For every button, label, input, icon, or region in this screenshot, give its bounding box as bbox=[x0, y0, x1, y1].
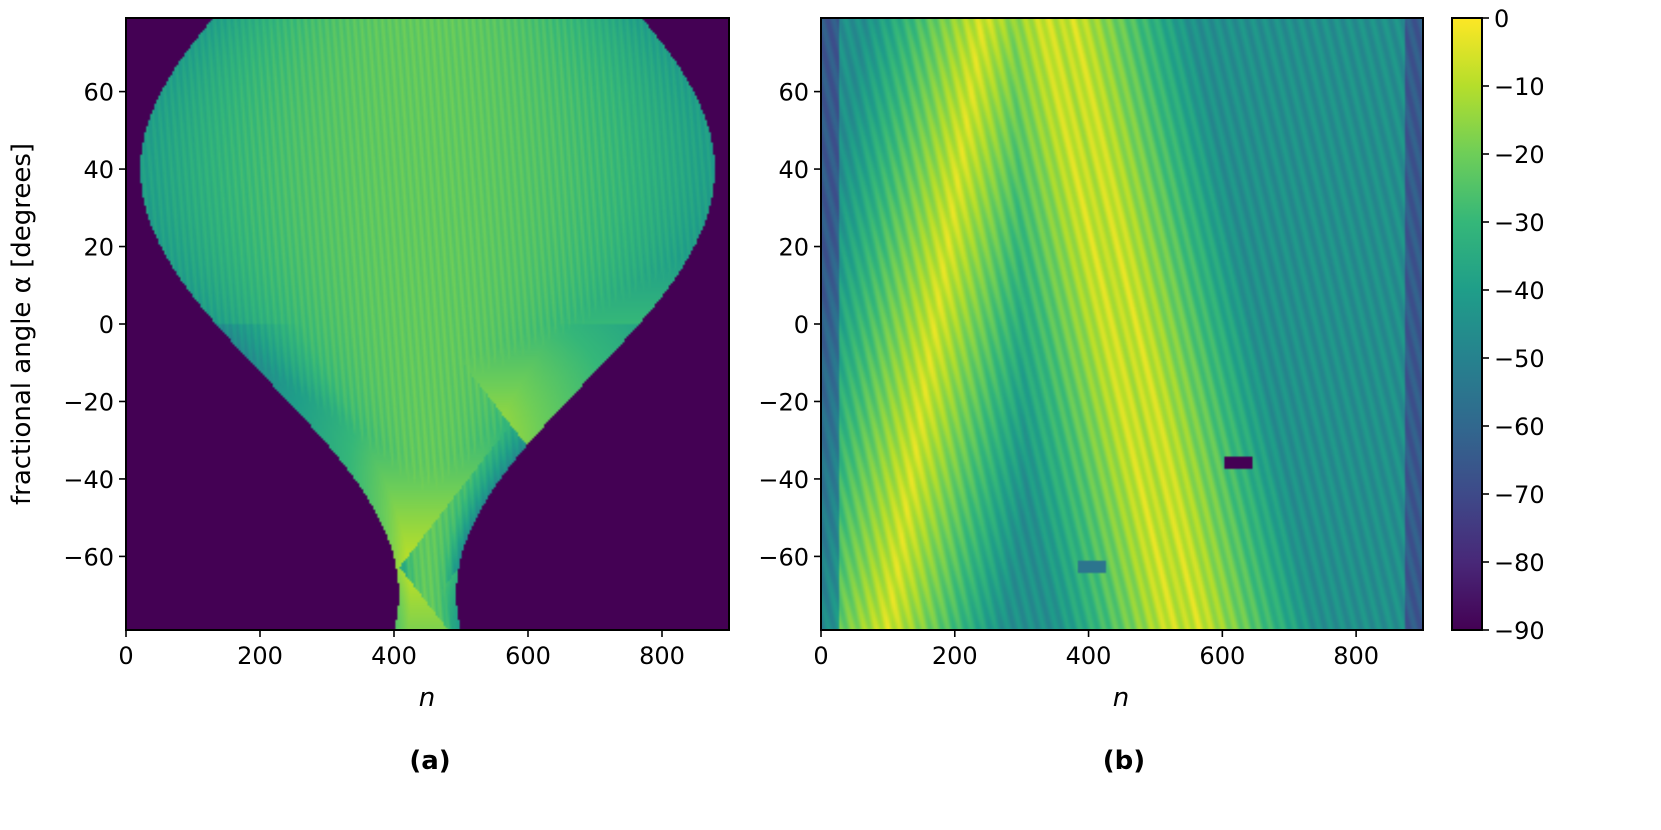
heatmap-a-image bbox=[126, 18, 729, 630]
panel-b-caption: (b) bbox=[1103, 746, 1145, 776]
x-tick-label: 800 bbox=[639, 642, 685, 670]
colorbar-tick-label: −90 bbox=[1494, 617, 1545, 645]
y-tick-label: 20 bbox=[778, 234, 809, 262]
y-tick-label: −20 bbox=[758, 388, 809, 416]
colorbar-tick-label: −70 bbox=[1494, 481, 1545, 509]
x-tick-label: 0 bbox=[813, 642, 828, 670]
y-ticks-b: 60 40 20 0 −20 −40 −60 bbox=[758, 79, 821, 571]
colorbar-tick-label: −20 bbox=[1494, 141, 1545, 169]
colorbar: 0 −10 −20 −30 −40 −50 −60 −70 −80 −90 bbox=[1451, 5, 1545, 645]
heatmap-b-image bbox=[821, 18, 1423, 630]
y-tick-label: −40 bbox=[758, 466, 809, 494]
y-tick-label: −60 bbox=[758, 543, 809, 571]
x-ticks-a: 0 200 400 600 800 bbox=[118, 630, 685, 670]
x-tick-label: 600 bbox=[505, 642, 551, 670]
y-tick-label: 40 bbox=[83, 156, 114, 184]
x-tick-label: 200 bbox=[932, 642, 978, 670]
y-tick-label: 60 bbox=[778, 79, 809, 107]
y-axis-label: fractional angle α [degrees] bbox=[7, 143, 37, 505]
y-tick-label: −40 bbox=[63, 466, 114, 494]
y-tick-label: 20 bbox=[83, 234, 114, 262]
colorbar-gradient bbox=[1452, 18, 1482, 630]
y-tick-label: 40 bbox=[778, 156, 809, 184]
colorbar-tick-label: −50 bbox=[1494, 345, 1545, 373]
colorbar-tick-label: −10 bbox=[1494, 73, 1545, 101]
x-tick-label: 600 bbox=[1199, 642, 1245, 670]
x-tick-label: 400 bbox=[371, 642, 417, 670]
x-tick-label: 0 bbox=[118, 642, 133, 670]
colorbar-frame bbox=[1451, 17, 1483, 631]
x-tick-label: 200 bbox=[237, 642, 283, 670]
x-tick-label: 400 bbox=[1066, 642, 1112, 670]
colorbar-ticks: 0 −10 −20 −30 −40 −50 −60 −70 −80 −90 bbox=[1482, 5, 1545, 645]
panel-a-caption: (a) bbox=[409, 746, 450, 776]
colorbar-tick-label: −40 bbox=[1494, 277, 1545, 305]
y-tick-label: 60 bbox=[83, 79, 114, 107]
colorbar-tick-label: 0 bbox=[1494, 5, 1509, 33]
y-tick-label: 0 bbox=[794, 311, 809, 339]
x-axis-label-b: n bbox=[1113, 683, 1129, 713]
colorbar-tick-label: −30 bbox=[1494, 209, 1545, 237]
y-ticks-a: 60 40 20 0 −20 −40 −60 bbox=[63, 79, 126, 571]
x-ticks-b: 0 200 400 600 800 bbox=[813, 630, 1379, 670]
colorbar-tick-label: −80 bbox=[1494, 549, 1545, 577]
colorbar-tick-label: −60 bbox=[1494, 413, 1545, 441]
x-tick-label: 800 bbox=[1333, 642, 1379, 670]
y-tick-label: −60 bbox=[63, 543, 114, 571]
y-tick-label: −20 bbox=[63, 388, 114, 416]
x-axis-label-a: n bbox=[419, 683, 435, 713]
y-tick-label: 0 bbox=[99, 311, 114, 339]
